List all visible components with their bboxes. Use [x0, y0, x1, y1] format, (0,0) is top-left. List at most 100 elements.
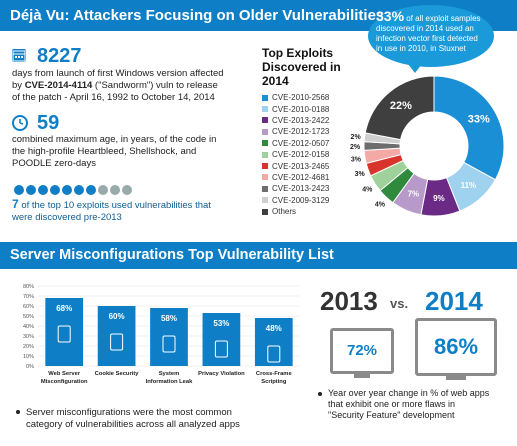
bug-icon [122, 185, 132, 195]
bar-category-label: Information Leak [146, 379, 193, 385]
legend-swatch [262, 140, 268, 147]
pie-slice-label: 2% [350, 144, 361, 151]
legend-item: CVE-2012-4681 [262, 172, 362, 183]
bar-value-label: 60% [109, 312, 125, 321]
bug-icon [74, 185, 84, 195]
stat-age-value: 59 [37, 112, 60, 134]
legend-item: CVE-2010-0188 [262, 103, 362, 114]
bug-icon [110, 185, 120, 195]
legend-item: CVE-2013-2465 [262, 160, 362, 171]
pie-slice [433, 75, 505, 181]
legend-item: Others [262, 206, 362, 217]
y-tick-label: 50% [23, 314, 34, 320]
legend-label: CVE-2010-2568 [272, 93, 330, 103]
callout-line1: 33% of all exploit samples [376, 8, 481, 24]
pie-slice-label: 2% [351, 134, 362, 141]
bug-icon [26, 185, 36, 195]
pie-slice-label: 33% [468, 114, 490, 126]
legend-label: CVE-2013-2423 [272, 184, 330, 194]
bug-icons-row [14, 182, 134, 200]
compare-bullet-line1: Year over year change in % of web apps [318, 388, 513, 399]
y-tick-label: 10% [23, 354, 34, 360]
legend-list: CVE-2010-2568 CVE-2010-0188 CVE-2013-2422 C… [262, 92, 362, 217]
y-tick-label: 80% [23, 284, 34, 290]
legend-swatch [262, 128, 268, 135]
bug-icon [98, 185, 108, 195]
legend-label: Others [272, 207, 297, 217]
section2-bullet: Server misconfigurations were the most c… [16, 407, 306, 431]
legend-title-line1: Top Exploits [262, 46, 334, 60]
legend-label: CVE-2012-4681 [272, 172, 330, 182]
misconfig-bar-chart: 80% 70% 60% 50% 40% 30% 20% 10% 0% 68% Web Server M… [23, 284, 300, 385]
legend-swatch [262, 174, 268, 181]
pie-slice-label: 11% [461, 181, 477, 190]
stat-days-line3: of the patch - April 16, 1992 to October… [12, 92, 215, 103]
year-2013: 2013 [320, 286, 378, 316]
category-icon [162, 335, 176, 353]
compare-bullet-line3: "Security Feature" development [328, 410, 455, 420]
stat-exploits-description: 7 of the top 10 exploits used vulnerabil… [12, 198, 248, 224]
pie-slice-label: 9% [433, 194, 445, 203]
monitor-2014: 86% [415, 318, 497, 376]
calendar-icon [12, 49, 26, 62]
callout-line3: infection vector first detected [376, 34, 478, 43]
bar-category-label: Cross-Frame [256, 371, 293, 377]
bug-icon [62, 185, 72, 195]
legend-label: CVE-2013-2465 [272, 161, 330, 171]
legend-title-line2: Discovered in 2014 [262, 60, 341, 88]
pie-slice-label: 7% [408, 190, 420, 199]
vs-label: vs. [390, 296, 409, 311]
year-2014: 2014 [425, 286, 483, 316]
bar-value-label: 68% [56, 304, 72, 313]
stat-age-line3: POODLE zero-days [12, 158, 96, 169]
stat-days-description: days from launch of first Windows versio… [12, 68, 248, 104]
legend-item: CVE-2013-2423 [262, 183, 362, 194]
pct-2014: 86% [433, 334, 479, 359]
legend-label: CVE-2012-0158 [272, 150, 330, 160]
stat-age-line2: the high-profile Heartbleed, Shellshock,… [12, 146, 197, 157]
stuxnet-callout: 33% of all exploit samples discovered in… [368, 5, 494, 67]
bar-value-label: 48% [266, 324, 282, 333]
clock-icon [12, 115, 28, 136]
bullet-icon [16, 410, 20, 415]
legend-label: CVE-2013-2422 [272, 115, 330, 125]
legend-item: CVE-2009-3129 [262, 195, 362, 206]
category-icon [110, 333, 124, 351]
callout-line2: discovered in 2014 used an [376, 24, 474, 33]
section2-bullet-line2: category of vulnerabilities across all a… [26, 419, 240, 430]
bar-category-label: System [159, 371, 180, 377]
bar [45, 298, 84, 366]
pie-slice-label: 4% [362, 186, 373, 193]
bar-category-label: Misconfiguration [41, 379, 88, 385]
legend-swatch [262, 197, 268, 204]
bar [150, 308, 188, 366]
stat-days-line1: days from launch of first Windows versio… [12, 68, 224, 79]
y-tick-label: 60% [23, 304, 34, 310]
bullet-icon [318, 391, 322, 396]
monitor-2014-stand [446, 376, 466, 380]
legend-item: CVE-2013-2422 [262, 115, 362, 126]
stat-exploits-line1: 7 of the top 10 exploits used vulnerabil… [12, 197, 211, 211]
legend-label: CVE-2009-3129 [272, 195, 330, 205]
legend-label: CVE-2012-0507 [272, 138, 330, 148]
bug-icon [38, 185, 48, 195]
stat-days-line2: by CVE-2014-4114 ("Sandworm") vuln to re… [12, 80, 218, 91]
bug-icon [14, 185, 24, 195]
stat-exploits-line2: were discovered pre-2013 [12, 212, 122, 223]
legend-swatch [262, 117, 268, 124]
pie-slice-label: 22% [390, 100, 412, 112]
bar-value-label: 53% [213, 319, 229, 328]
section2-banner: Server Misconfigurations Top Vulnerabili… [0, 242, 517, 269]
y-tick-label: 40% [23, 324, 34, 330]
legend-item: CVE-2012-1723 [262, 126, 362, 137]
pie-slice [364, 75, 435, 141]
legend-item: CVE-2012-0158 [262, 149, 362, 160]
section2-title: Server Misconfigurations Top Vulnerabili… [10, 247, 334, 263]
legend-swatch [262, 208, 268, 215]
stat-age-description: combined maximum age, in years, of the c… [12, 134, 248, 170]
bar-category-label: Cookie Security [95, 371, 140, 377]
legend-swatch [262, 151, 268, 158]
pie-slice-label: 4% [375, 202, 386, 209]
stat-days-value: 8227 [37, 45, 82, 67]
legend-item: CVE-2012-0507 [262, 138, 362, 149]
